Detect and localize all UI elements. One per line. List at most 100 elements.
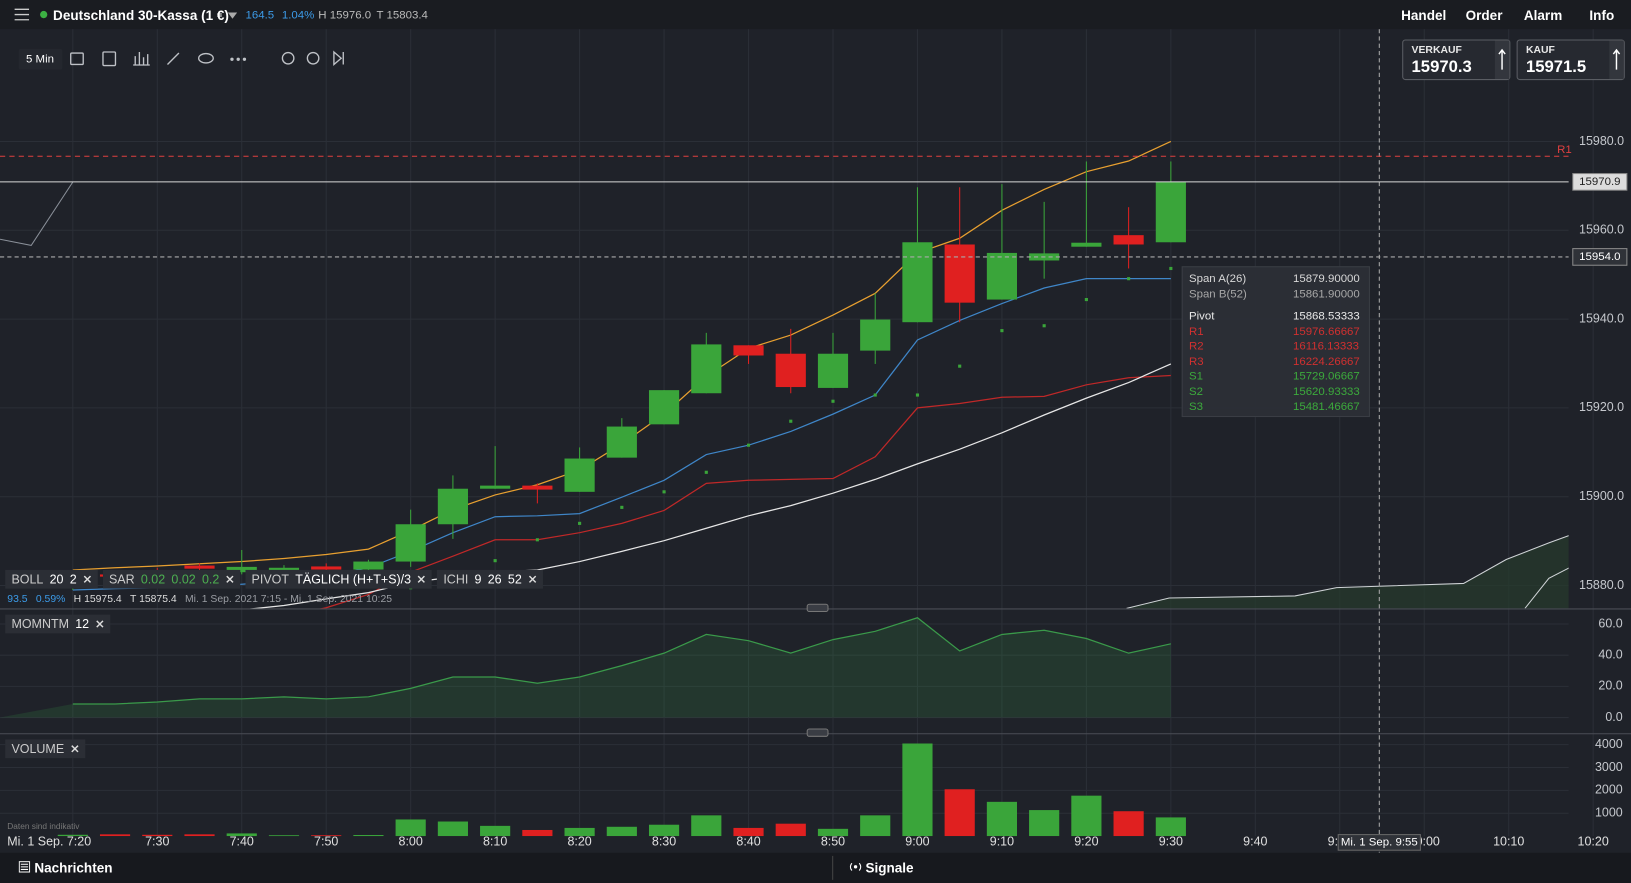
sar-dot <box>493 559 497 563</box>
close-icon[interactable] <box>95 620 104 628</box>
tooltip-value: 15481.46667 <box>1292 400 1360 414</box>
candle-body <box>1155 181 1186 243</box>
candle-body <box>522 485 553 490</box>
volume-bar <box>437 821 468 837</box>
y-tick-label: 15980.0 <box>1579 134 1624 148</box>
tooltip-row: Span B(52) 15861.90000 <box>1183 287 1369 302</box>
dropdown-icon[interactable] <box>227 12 238 19</box>
nav-item[interactable]: Info <box>1589 7 1615 23</box>
volume-bar <box>226 833 257 837</box>
sar-dot <box>789 419 793 423</box>
tooltip-name: S3 <box>1188 400 1203 414</box>
zoom-out-icon[interactable] <box>281 51 295 65</box>
arrow-icon <box>1609 40 1624 80</box>
tooltip-row: S1 15729.06667 <box>1183 369 1369 384</box>
change-percent: 1.04% <box>281 9 315 22</box>
sar-dot <box>1169 266 1173 271</box>
nav-item[interactable]: Alarm <box>1523 7 1563 23</box>
tooltip-value: 15976.66667 <box>1292 325 1360 338</box>
indicator-icon[interactable] <box>133 51 150 66</box>
top-bar: Deutschland 30-Kassa (1 €) 164.5 1.04% H… <box>0 0 1631 30</box>
candle-body <box>1071 242 1102 247</box>
zoom-in-icon[interactable] <box>306 51 320 65</box>
x-tick-label: 9:30 <box>1159 835 1183 849</box>
indicator-param: 26 <box>487 572 502 587</box>
indicator-chip: SAR 0.02 0.02 0.2 <box>102 569 241 589</box>
volume-bar <box>1029 810 1060 837</box>
candle-body <box>944 244 975 303</box>
chart-type-icon[interactable] <box>102 51 117 67</box>
volume-bar <box>606 826 637 837</box>
nav-item[interactable]: Handel <box>1401 7 1447 23</box>
disclaimer: Daten sind indikativ <box>7 821 80 831</box>
sar-dot <box>831 399 835 403</box>
interval-label: 5 Min <box>26 53 54 66</box>
indicator-param: 20 <box>49 572 64 587</box>
close-icon[interactable] <box>70 745 79 753</box>
interval-button[interactable] <box>18 48 63 70</box>
instrument-name[interactable]: Deutschland 30-Kassa (1 €) <box>53 7 229 23</box>
overlay-line <box>250 363 1172 609</box>
lagging-line <box>0 181 74 247</box>
eye-icon[interactable] <box>198 52 214 64</box>
indicator-chip: VOLUME <box>5 739 85 759</box>
candle-body <box>902 242 933 323</box>
x-tick-label: Mi. 1 Sep. 7:20 <box>7 835 91 849</box>
signals-tab[interactable]: Signale <box>865 860 914 876</box>
indicator-param: 0.02 <box>140 572 166 587</box>
arrow-icon <box>1494 40 1510 80</box>
overlay-line <box>72 140 1172 571</box>
menu-icon[interactable] <box>14 8 30 21</box>
y-tick-label: 20.0 <box>1598 679 1622 693</box>
news-tab[interactable]: Nachrichten <box>34 860 113 876</box>
close-icon[interactable] <box>83 575 91 583</box>
tooltip-value: 16224.26667 <box>1292 355 1360 368</box>
indicator-chip: PIVOT TÄGLICH (H+T+S)/3 <box>245 569 432 589</box>
close-icon[interactable] <box>528 575 536 583</box>
y-tick-label: 0.0 <box>1605 710 1622 724</box>
go-to-end-icon[interactable] <box>333 50 344 66</box>
volume-bar <box>691 815 722 837</box>
tooltip-row: R1 15976.66667 <box>1183 324 1369 339</box>
calendar-icon[interactable] <box>70 52 84 66</box>
x-tick-label: 8:10 <box>483 835 507 849</box>
candle-body <box>480 485 511 489</box>
y-tick-label: 15920.0 <box>1579 400 1624 414</box>
resize-handle[interactable] <box>806 728 829 737</box>
x-tick-label: 7:30 <box>145 835 169 849</box>
close-icon[interactable] <box>226 575 234 583</box>
resize-handle[interactable] <box>806 603 829 613</box>
close-icon[interactable] <box>417 575 426 583</box>
crosshair-time-label: Mi. 1 Sep. 9:55 <box>1337 834 1421 851</box>
x-tick-label: 8:40 <box>736 835 760 849</box>
indicator-name: SAR <box>108 572 135 587</box>
sar-dot <box>704 470 708 474</box>
candle-body <box>353 561 384 570</box>
period-high: H 15975.4 <box>73 593 122 606</box>
tooltip-name: Pivot <box>1188 310 1215 323</box>
nav-item[interactable]: Order <box>1465 7 1503 23</box>
volume-legend: VOLUME <box>5 739 85 759</box>
pivot-tooltip: Span A(26) 15879.90000 Span B(52) 15861.900… <box>1181 266 1370 418</box>
y-tick-label: 4000 <box>1595 737 1623 751</box>
x-tick-label: 8:00 <box>399 835 423 849</box>
momentum-line <box>72 617 1171 705</box>
x-tick-label: 7:50 <box>314 835 338 849</box>
candle-body <box>986 252 1018 300</box>
sar-dot <box>620 505 624 509</box>
draw-icon[interactable] <box>166 52 180 65</box>
candle-body <box>1113 235 1144 245</box>
x-tick-label: 9:10 <box>990 835 1014 849</box>
volume-bar <box>944 789 975 837</box>
volume-bar <box>268 835 300 837</box>
quote-button[interactable]: KAUF 15971.5 <box>1516 39 1625 81</box>
x-tick-label: 9:20 <box>1074 835 1098 849</box>
indicator-name: MOMNTM <box>11 616 69 632</box>
candle-body <box>691 344 722 394</box>
candle-body <box>775 353 806 388</box>
tooltip-name: R3 <box>1188 355 1204 368</box>
tooltip-row: S3 15481.46667 <box>1183 399 1369 414</box>
span-b-line <box>1524 567 1569 609</box>
quote-button[interactable]: VERKAUF 15970.3 <box>1402 39 1511 81</box>
more-icon[interactable] <box>230 57 247 61</box>
